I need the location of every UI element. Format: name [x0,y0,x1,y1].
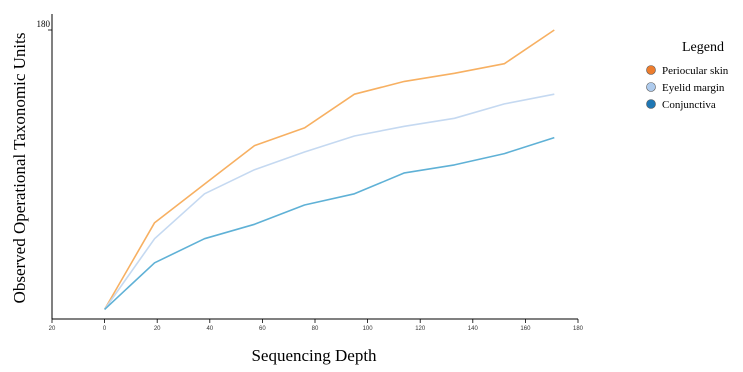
legend-items: Periocular skin Eyelid margin Conjunctiva [646,65,729,111]
series-line [104,136,555,310]
series-line [103,93,555,310]
series-lines [103,29,555,310]
y-axis-label: Observed Operational Taxonomic Units [10,33,29,304]
legend-label: Conjunctiva [662,99,716,111]
x-tick-label: 40 [206,326,213,332]
x-tick-label: 100 [363,326,374,332]
x-axis-label: Sequencing Depth [251,346,377,365]
legend-marker [646,82,656,92]
x-tick-label: 0 [103,326,107,332]
x-tick-label: 20 [49,326,56,332]
x-tick-label: 60 [259,326,266,332]
legend-marker [646,65,656,75]
legend-marker [646,99,656,109]
legend-label: Eyelid margin [662,82,725,94]
x-tick-label: 120 [415,326,426,332]
y-tick-label: 180 [37,19,51,29]
legend-title: Legend [682,40,724,55]
x-ticks: 20 0 20 40 60 80 100 120 140 160 180 [49,319,584,332]
y-ticks: 180 [37,19,52,31]
legend-label: Periocular skin [662,65,729,77]
legend: Legend Periocular skin Eyelid margin Conju… [646,40,729,111]
x-tick-label: 160 [520,326,531,332]
x-tick-label: 140 [468,326,479,332]
x-tick-label: 80 [312,326,319,332]
series-line [103,29,555,310]
plot-area: 20 0 20 40 60 80 100 120 140 160 180 180 [37,14,584,332]
x-tick-label: 20 [154,326,161,332]
x-tick-label: 180 [573,326,584,332]
